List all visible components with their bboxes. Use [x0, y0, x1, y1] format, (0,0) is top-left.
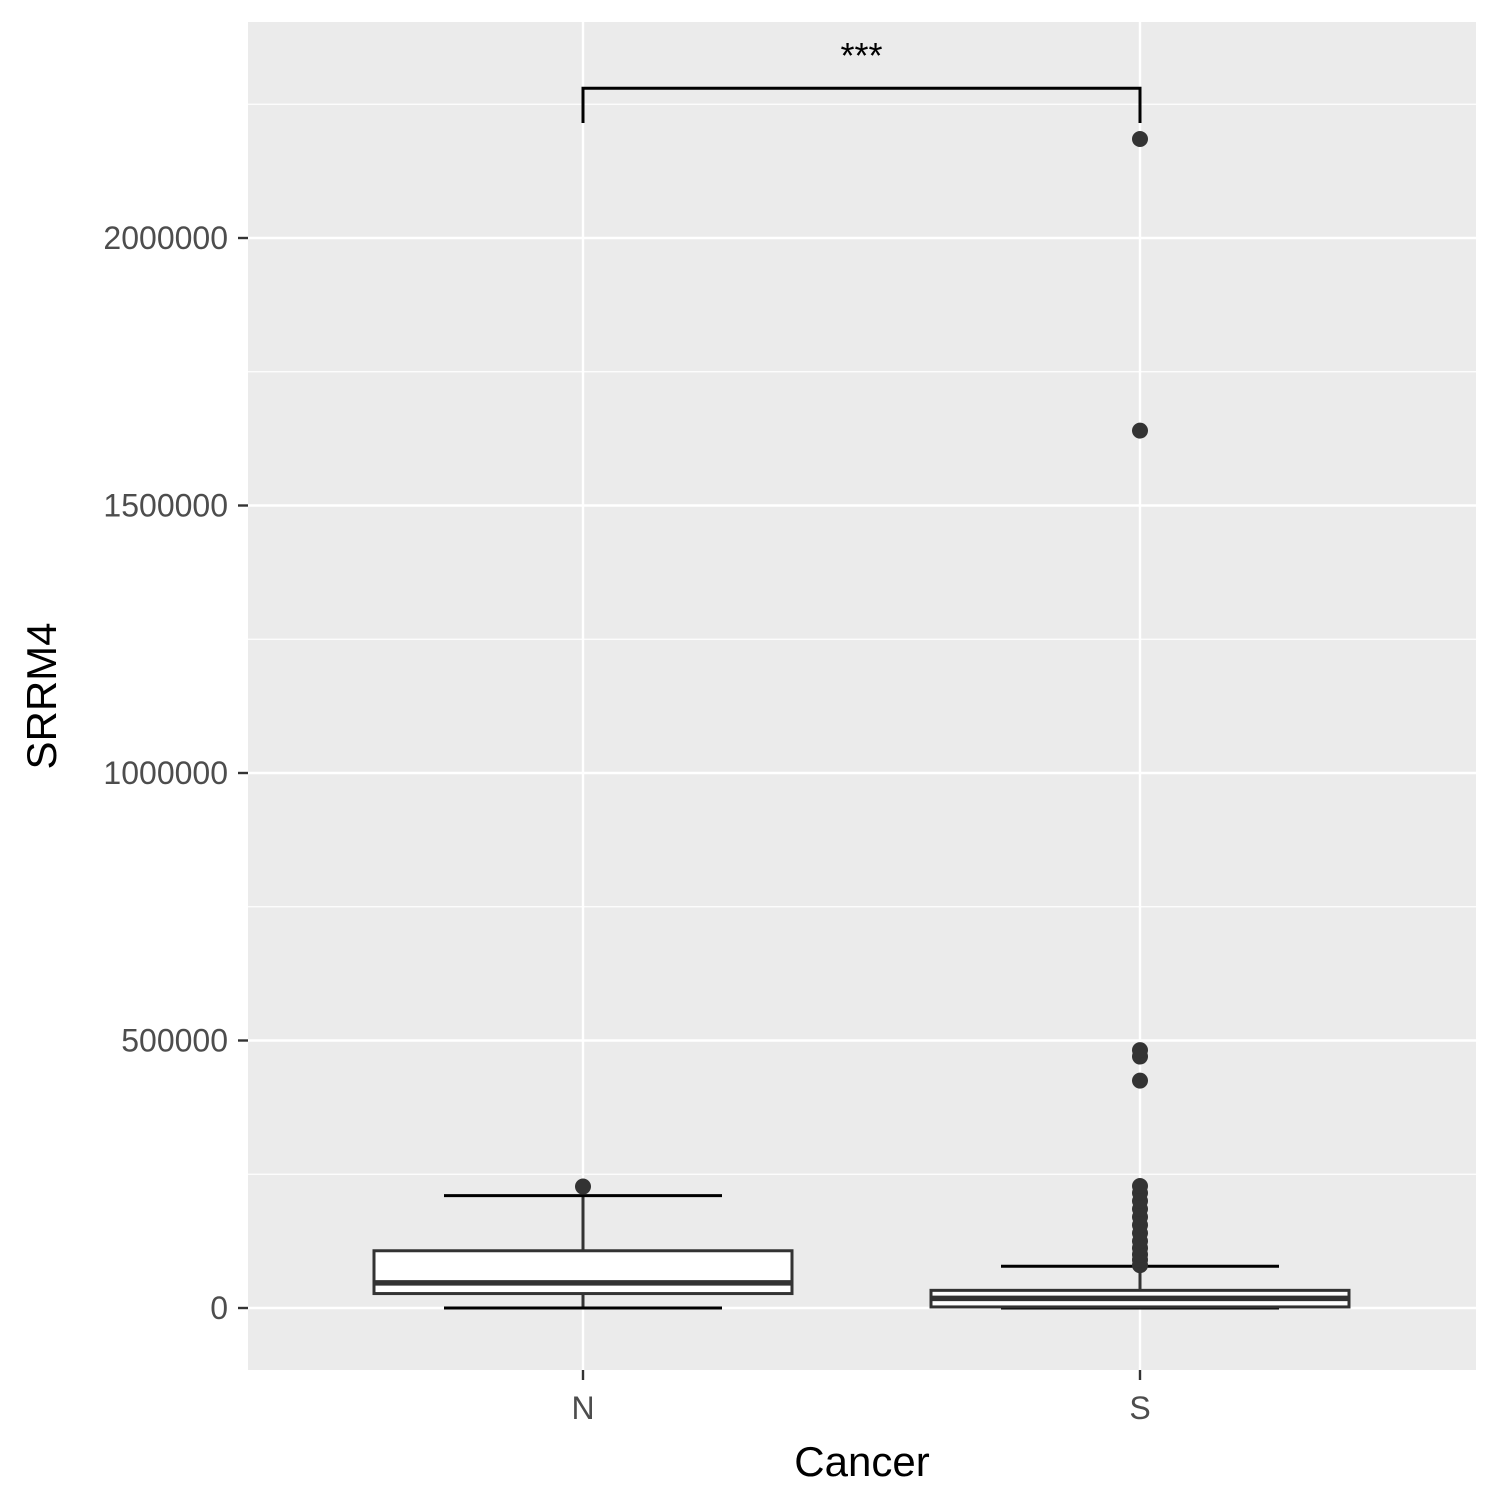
box-S: [929, 131, 1351, 1310]
outlier-point: [1132, 1072, 1148, 1089]
outlier-point: [1132, 1042, 1148, 1059]
x-tick-label: S: [1129, 1390, 1150, 1426]
significance-annotation: ***: [581, 35, 1142, 123]
significance-bracket: [581, 86, 1142, 123]
minor-gridlines: [248, 103, 1476, 1175]
outlier-point: [1132, 422, 1148, 439]
outlier-point: [575, 1178, 591, 1195]
x-axis-title: Cancer: [794, 1438, 929, 1485]
outlier-point: [1132, 131, 1148, 148]
panel-background: [248, 22, 1476, 1370]
significance-label: ***: [840, 35, 882, 76]
y-tick-label: 1000000: [103, 755, 228, 791]
y-tick-label: 0: [210, 1290, 228, 1326]
iqr-box: [372, 1249, 794, 1296]
y-axis: 0 500000 1000000 1500000 2000000: [103, 220, 248, 1326]
y-axis-title: SRRM4: [18, 622, 65, 769]
y-tick-label: 2000000: [103, 220, 228, 256]
box-N: [372, 1178, 794, 1310]
x-tick-label: N: [571, 1390, 594, 1426]
box-group: [372, 131, 1351, 1310]
outlier-point: [1132, 1178, 1148, 1195]
y-tick-label: 500000: [121, 1023, 228, 1059]
y-tick-label: 1500000: [103, 488, 228, 524]
